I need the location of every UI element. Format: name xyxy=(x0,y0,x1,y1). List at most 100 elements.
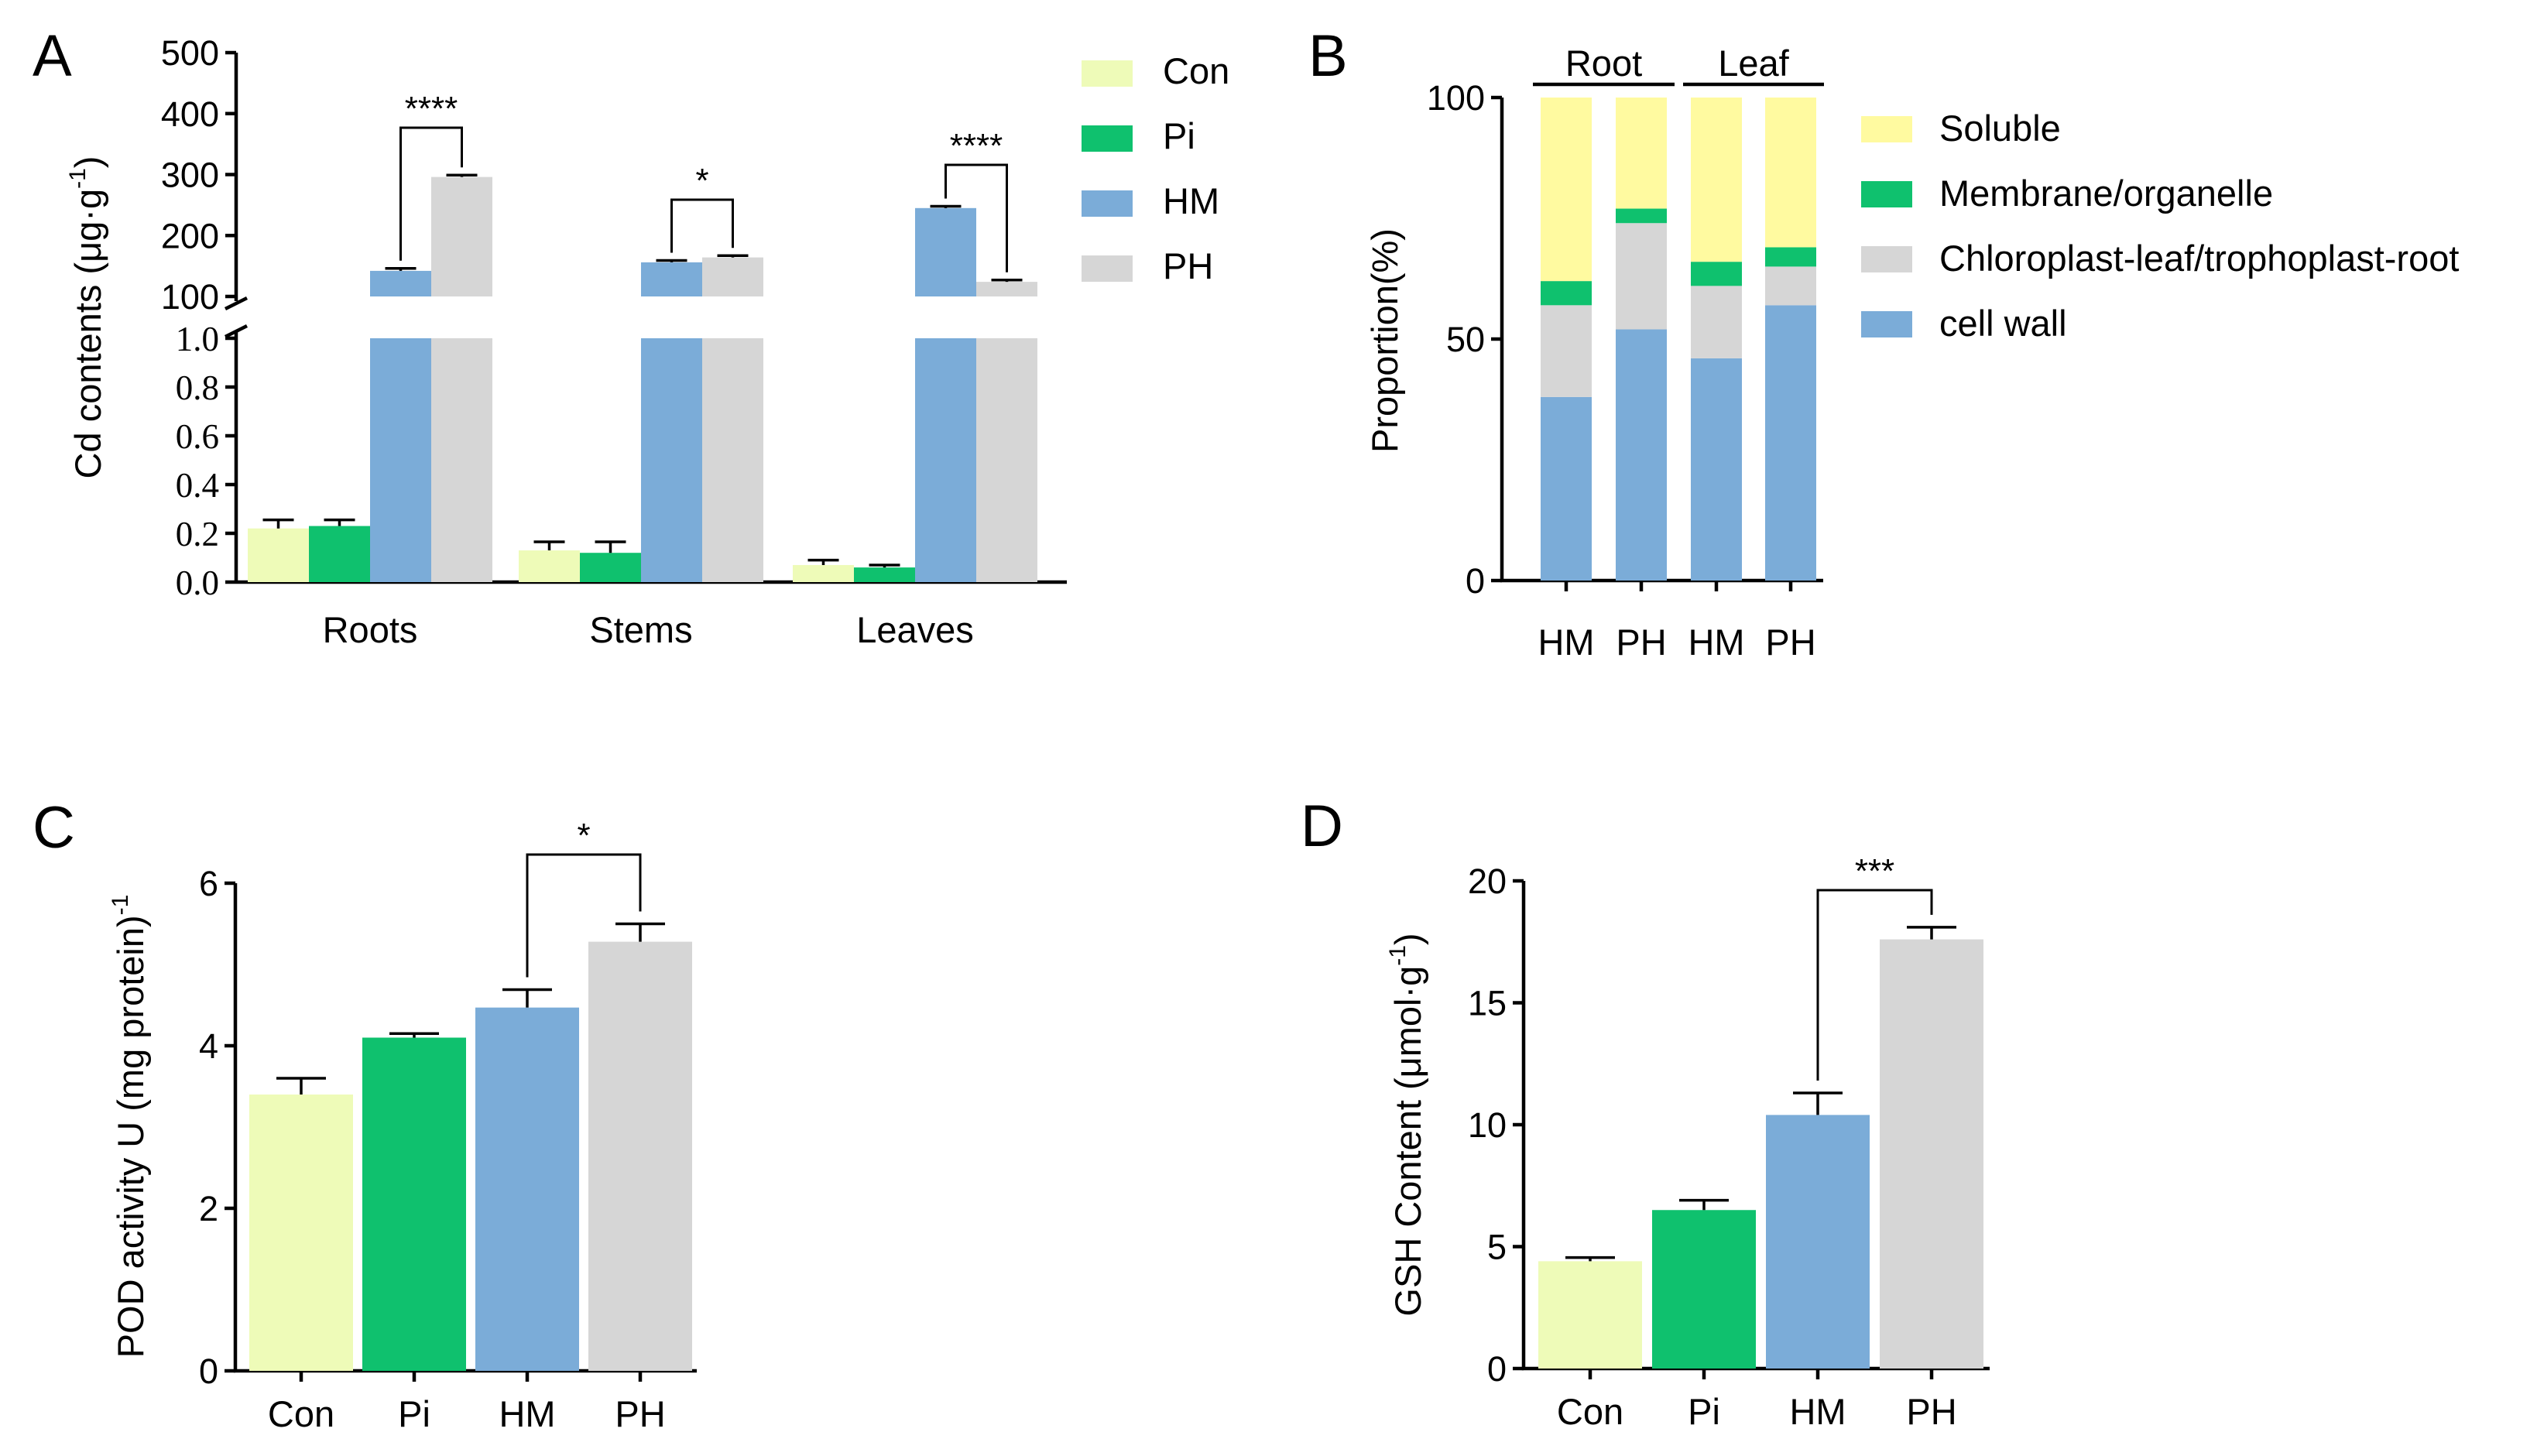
panel-a-bar-hm-roots-lower xyxy=(370,338,431,582)
panel-c-ytick-label: 4 xyxy=(199,1026,218,1066)
panel-c-xtick-label-pi: Pi xyxy=(398,1393,430,1434)
panel-c-chart: 0 2 4 6 Con Pi HM PH * POD activity U (mg protein… xyxy=(108,817,697,1434)
panel-b-xtick-label-3: PH xyxy=(1765,622,1815,663)
panel-b-segment-chloroplast-leaf-trophoplast-root-bar-0 xyxy=(1541,305,1592,397)
panel-d-bar-ph-error xyxy=(1907,926,1956,940)
panel-b-segment-soluble-bar-3 xyxy=(1765,98,1816,248)
panel-label-c: C xyxy=(33,795,75,861)
panel-d-significance-hm-ph-label: *** xyxy=(1855,852,1894,890)
panel-b-legend-label-membrane-organelle: Membrane/organelle xyxy=(1939,173,2273,214)
panel-a-bar-con-stems-error xyxy=(533,540,565,551)
panel-c-bar-con-error xyxy=(276,1077,326,1095)
panel-b-group-label-root: Root xyxy=(1565,43,1642,84)
panel-d-bar-con-error xyxy=(1565,1256,1615,1262)
panel-a-bar-ph-roots-lower xyxy=(431,338,492,582)
panel-a-xtick-label-leaves: Leaves xyxy=(856,609,974,650)
panel-a-ytick-label-lower: 0.8 xyxy=(176,368,219,407)
panel-a-bar-hm-stems-lower xyxy=(641,338,702,582)
panel-a-xtick-label-stems: Stems xyxy=(589,609,692,650)
panel-a-bar-ph-stems-lower xyxy=(702,338,763,582)
panel-a-bar-hm-leaves-error xyxy=(930,204,962,208)
panel-a-bar-con-leaves xyxy=(793,564,854,582)
panel-b-segment-soluble-bar-1 xyxy=(1616,98,1667,209)
panel-a-xtick-label-roots: Roots xyxy=(323,609,418,650)
panel-a-bar-con-stems xyxy=(519,550,580,582)
panel-d-chart: 0 5 10 15 20 Con Pi HM PH *** GSH Content (μmol·g-… xyxy=(1385,852,1990,1432)
panel-d-ytick-label: 5 xyxy=(1487,1228,1507,1267)
panel-label-d: D xyxy=(1301,793,1343,859)
panel-a-bar-ph-leaves-error xyxy=(991,278,1023,283)
panel-b-segment-soluble-bar-2 xyxy=(1691,98,1742,262)
panel-a-ytick-label-upper: 500 xyxy=(161,33,219,73)
panel-a-legend-label-con: Con xyxy=(1163,50,1229,91)
panel-c-xtick-label-hm: HM xyxy=(499,1393,555,1434)
panel-a-bar-pi-stems-error xyxy=(595,540,626,553)
panel-a-significance-stems xyxy=(670,198,734,253)
panel-b-segment-soluble-bar-0 xyxy=(1541,98,1592,282)
panel-a-bar-pi-roots xyxy=(309,526,370,582)
panel-b-segment-membrane-organelle-bar-0 xyxy=(1541,281,1592,306)
panel-a-significance-leaves-label: **** xyxy=(950,127,1003,165)
panel-a-significance-leaves xyxy=(945,163,1008,272)
panel-a-bar-pi-stems xyxy=(580,553,641,582)
panel-b-segment-membrane-organelle-bar-1 xyxy=(1616,208,1667,224)
panel-b-chart: 0 50 100 HM PH HM PH Root Leaf Soluble Membrane/or… xyxy=(1364,43,2459,663)
panel-b-ytick-label: 100 xyxy=(1427,78,1485,118)
panel-a-ytick-label-lower: 0.0 xyxy=(176,564,219,602)
panel-b-xtick-label-2: HM xyxy=(1688,622,1744,663)
panel-a-ytick-label-lower: 0.2 xyxy=(176,515,219,553)
panel-c-bar-con xyxy=(249,1095,353,1371)
panel-a-bar-ph-leaves-upper xyxy=(976,282,1037,296)
panel-c-significance-hm-ph xyxy=(526,853,642,978)
panel-c-bar-ph xyxy=(588,941,692,1371)
panel-label-b: B xyxy=(1308,23,1348,89)
panel-b-xtick-label-0: HM xyxy=(1538,622,1594,663)
panel-b-segment-membrane-organelle-bar-2 xyxy=(1691,262,1742,286)
panel-a-legend-label-pi: Pi xyxy=(1163,115,1195,156)
panel-b-legend-swatch-soluble xyxy=(1861,116,1912,142)
panel-c-y-axis-label: POD activity U (mg protein)-1 xyxy=(108,895,151,1358)
panel-a-ytick-label-upper: 200 xyxy=(161,216,219,255)
panel-d-ytick-label: 20 xyxy=(1468,862,1507,901)
panel-c-bar-pi xyxy=(362,1037,466,1371)
panel-d-bar-pi xyxy=(1652,1210,1756,1369)
panel-a-bar-hm-leaves-lower xyxy=(915,338,976,582)
panel-b-legend-swatch-cell-wall xyxy=(1861,311,1912,337)
panel-d-ytick-label: 0 xyxy=(1487,1349,1507,1389)
panel-b-segment-chloroplast-leaf-trophoplast-root-bar-1 xyxy=(1616,223,1667,330)
panel-a-bar-hm-roots-upper xyxy=(370,270,431,296)
panel-d-xtick-label-ph: PH xyxy=(1906,1391,1956,1432)
panel-a-significance-stems-label: * xyxy=(695,162,708,200)
panel-a-legend-swatch-pi xyxy=(1082,125,1133,152)
panel-b-segment-cell-wall-bar-0 xyxy=(1541,396,1592,581)
panel-a-ytick-label-lower: 0.6 xyxy=(176,417,219,456)
panel-d-bar-con xyxy=(1538,1261,1642,1369)
panel-c-bar-hm xyxy=(475,1007,579,1371)
panel-label-a: A xyxy=(33,23,72,89)
panel-d-xtick-label-hm: HM xyxy=(1789,1391,1846,1432)
panel-c-ytick-label: 0 xyxy=(199,1352,218,1391)
panel-a-axis-break xyxy=(224,296,249,339)
panel-d-y-axis-label: GSH Content (μmol·g-1) xyxy=(1385,933,1428,1316)
panel-a-bar-hm-leaves-upper xyxy=(915,207,976,296)
panel-c-significance-hm-ph-label: * xyxy=(577,817,590,855)
panel-a-legend-swatch-ph xyxy=(1082,255,1133,282)
panel-a-bar-hm-stems-error xyxy=(656,259,687,262)
panel-d-xtick-label-pi: Pi xyxy=(1688,1391,1720,1432)
panel-b-group-label-leaf: Leaf xyxy=(1718,43,1789,84)
panel-c-bar-pi-error xyxy=(389,1032,439,1038)
panel-b-ytick-label: 50 xyxy=(1446,320,1485,359)
panel-c-xtick-label-con: Con xyxy=(268,1393,334,1434)
panel-a-ytick-label-upper: 300 xyxy=(161,156,219,195)
panel-a-legend-swatch-con xyxy=(1082,60,1133,87)
panel-a-ytick-label-upper: 100 xyxy=(161,277,219,317)
panel-b-segment-chloroplast-leaf-trophoplast-root-bar-3 xyxy=(1765,266,1816,306)
panel-a-bar-ph-stems-upper xyxy=(702,257,763,296)
panel-a-bar-pi-roots-error xyxy=(324,518,355,526)
panel-c-ytick-label: 6 xyxy=(199,864,218,903)
panel-b-segment-cell-wall-bar-1 xyxy=(1616,329,1667,581)
panel-a-bar-pi-leaves xyxy=(854,567,915,582)
panel-b-xtick-label-1: PH xyxy=(1616,622,1666,663)
